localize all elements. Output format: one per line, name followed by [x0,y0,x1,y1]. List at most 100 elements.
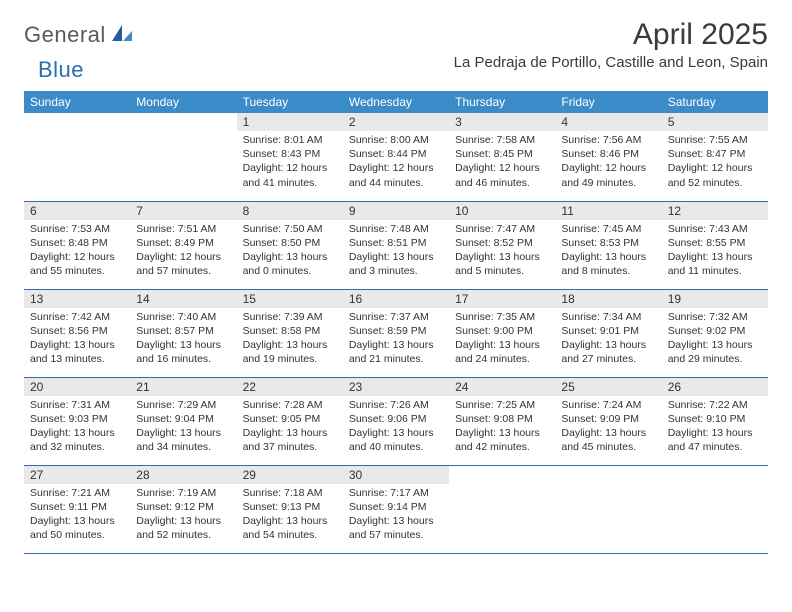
day-number: 8 [237,202,343,220]
sunrise-text: Sunrise: 7:50 AM [243,222,337,236]
sunset-text: Sunset: 8:57 PM [136,324,230,338]
sunrise-text: Sunrise: 7:58 AM [455,133,549,147]
day-cell: 9Sunrise: 7:48 AMSunset: 8:51 PMDaylight… [343,201,449,289]
sunrise-text: Sunrise: 7:39 AM [243,310,337,324]
sunrise-text: Sunrise: 7:48 AM [349,222,443,236]
daylight-text: Daylight: 13 hours and 45 minutes. [561,426,655,454]
weekday-header: Saturday [662,91,768,113]
weekday-header: Friday [555,91,661,113]
logo-text-1: General [24,22,106,48]
day-number [662,466,768,484]
day-cell: 21Sunrise: 7:29 AMSunset: 9:04 PMDayligh… [130,377,236,465]
sunset-text: Sunset: 9:00 PM [455,324,549,338]
day-content: Sunrise: 7:18 AMSunset: 9:13 PMDaylight:… [237,484,343,547]
day-content: Sunrise: 7:40 AMSunset: 8:57 PMDaylight:… [130,308,236,371]
sunrise-text: Sunrise: 7:35 AM [455,310,549,324]
weekday-header: Tuesday [237,91,343,113]
daylight-text: Daylight: 13 hours and 50 minutes. [30,514,124,542]
logo-text-2: Blue [38,57,84,83]
day-content: Sunrise: 7:55 AMSunset: 8:47 PMDaylight:… [662,131,768,194]
day-content: Sunrise: 7:19 AMSunset: 9:12 PMDaylight:… [130,484,236,547]
day-content: Sunrise: 7:39 AMSunset: 8:58 PMDaylight:… [237,308,343,371]
day-number: 12 [662,202,768,220]
daylight-text: Daylight: 13 hours and 11 minutes. [668,250,762,278]
sunset-text: Sunset: 8:53 PM [561,236,655,250]
sunrise-text: Sunrise: 7:24 AM [561,398,655,412]
day-number: 28 [130,466,236,484]
sunset-text: Sunset: 8:55 PM [668,236,762,250]
day-content: Sunrise: 8:00 AMSunset: 8:44 PMDaylight:… [343,131,449,194]
sunset-text: Sunset: 8:48 PM [30,236,124,250]
day-cell: 27Sunrise: 7:21 AMSunset: 9:11 PMDayligh… [24,465,130,553]
week-row: 20Sunrise: 7:31 AMSunset: 9:03 PMDayligh… [24,377,768,465]
day-cell [130,113,236,201]
day-cell: 25 Sunrise: 7:24 AMSunset: 9:09 PMDayligh… [555,377,661,465]
sunrise-text: Sunrise: 7:19 AM [136,486,230,500]
daylight-text: Daylight: 12 hours and 49 minutes. [561,161,655,189]
sunset-text: Sunset: 9:12 PM [136,500,230,514]
day-content: Sunrise: 7:48 AMSunset: 8:51 PMDaylight:… [343,220,449,283]
day-number: 18 [555,290,661,308]
sunrise-text: Sunrise: 7:47 AM [455,222,549,236]
sunset-text: Sunset: 8:56 PM [30,324,124,338]
day-cell: 28Sunrise: 7:19 AMSunset: 9:12 PMDayligh… [130,465,236,553]
sunrise-text: Sunrise: 8:01 AM [243,133,337,147]
day-cell: 3Sunrise: 7:58 AMSunset: 8:45 PMDaylight… [449,113,555,201]
day-cell [662,465,768,553]
sunset-text: Sunset: 8:52 PM [455,236,549,250]
day-content: Sunrise: 7:29 AMSunset: 9:04 PMDaylight:… [130,396,236,459]
day-cell: 11Sunrise: 7:45 AMSunset: 8:53 PMDayligh… [555,201,661,289]
daylight-text: Daylight: 12 hours and 41 minutes. [243,161,337,189]
day-number: 23 [343,378,449,396]
day-content: Sunrise: 7:22 AMSunset: 9:10 PMDaylight:… [662,396,768,459]
day-cell: 15Sunrise: 7:39 AMSunset: 8:58 PMDayligh… [237,289,343,377]
day-number: 16 [343,290,449,308]
sunset-text: Sunset: 9:09 PM [561,412,655,426]
daylight-text: Daylight: 13 hours and 29 minutes. [668,338,762,366]
day-content: Sunrise: 7:35 AMSunset: 9:00 PMDaylight:… [449,308,555,371]
sunrise-text: Sunrise: 7:55 AM [668,133,762,147]
day-content: Sunrise: 7:58 AMSunset: 8:45 PMDaylight:… [449,131,555,194]
day-number: 25 [555,378,661,396]
daylight-text: Daylight: 13 hours and 27 minutes. [561,338,655,366]
day-cell: 22Sunrise: 7:28 AMSunset: 9:05 PMDayligh… [237,377,343,465]
week-row: 27Sunrise: 7:21 AMSunset: 9:11 PMDayligh… [24,465,768,553]
daylight-text: Daylight: 13 hours and 57 minutes. [349,514,443,542]
daylight-text: Daylight: 13 hours and 42 minutes. [455,426,549,454]
weekday-header: Wednesday [343,91,449,113]
calendar-body: 1Sunrise: 8:01 AMSunset: 8:43 PMDaylight… [24,113,768,553]
daylight-text: Daylight: 13 hours and 5 minutes. [455,250,549,278]
sunset-text: Sunset: 9:03 PM [30,412,124,426]
day-cell: 4Sunrise: 7:56 AMSunset: 8:46 PMDaylight… [555,113,661,201]
day-number: 13 [24,290,130,308]
sunset-text: Sunset: 9:08 PM [455,412,549,426]
day-content: Sunrise: 7:34 AMSunset: 9:01 PMDaylight:… [555,308,661,371]
sunset-text: Sunset: 8:45 PM [455,147,549,161]
daylight-text: Daylight: 13 hours and 16 minutes. [136,338,230,366]
day-cell: 12Sunrise: 7:43 AMSunset: 8:55 PMDayligh… [662,201,768,289]
sunset-text: Sunset: 9:14 PM [349,500,443,514]
day-cell: 19Sunrise: 7:32 AMSunset: 9:02 PMDayligh… [662,289,768,377]
sunrise-text: Sunrise: 7:21 AM [30,486,124,500]
sunrise-text: Sunrise: 7:31 AM [30,398,124,412]
day-content: Sunrise: 7:45 AMSunset: 8:53 PMDaylight:… [555,220,661,283]
day-content: Sunrise: 7:50 AMSunset: 8:50 PMDaylight:… [237,220,343,283]
daylight-text: Daylight: 12 hours and 44 minutes. [349,161,443,189]
sunset-text: Sunset: 8:51 PM [349,236,443,250]
sunrise-text: Sunrise: 7:34 AM [561,310,655,324]
sunrise-text: Sunrise: 7:53 AM [30,222,124,236]
day-cell: 10Sunrise: 7:47 AMSunset: 8:52 PMDayligh… [449,201,555,289]
sunset-text: Sunset: 9:06 PM [349,412,443,426]
week-row: 6Sunrise: 7:53 AMSunset: 8:48 PMDaylight… [24,201,768,289]
sunrise-text: Sunrise: 7:56 AM [561,133,655,147]
page: General April 2025 La Pedraja de Portill… [0,0,792,554]
sunrise-text: Sunrise: 7:40 AM [136,310,230,324]
sunrise-text: Sunrise: 7:18 AM [243,486,337,500]
day-number: 19 [662,290,768,308]
daylight-text: Daylight: 13 hours and 3 minutes. [349,250,443,278]
sunrise-text: Sunrise: 7:25 AM [455,398,549,412]
location-text: La Pedraja de Portillo, Castille and Leo… [454,54,768,71]
day-number: 26 [662,378,768,396]
daylight-text: Daylight: 12 hours and 55 minutes. [30,250,124,278]
day-cell: 13Sunrise: 7:42 AMSunset: 8:56 PMDayligh… [24,289,130,377]
